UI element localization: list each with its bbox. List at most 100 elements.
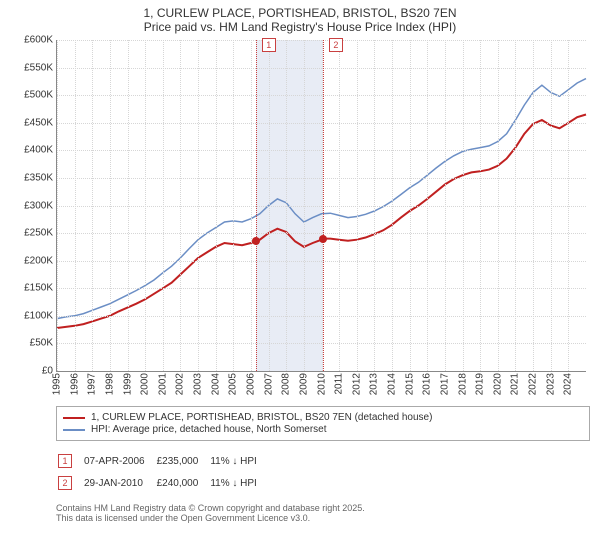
table-row: 2 29-JAN-2010 £240,000 11% ↓ HPI: [58, 473, 267, 493]
x-axis-label: 2011: [334, 373, 345, 395]
y-axis-label: £250K: [24, 228, 53, 239]
gridline-v: [233, 40, 234, 371]
x-axis-label: 2019: [475, 373, 486, 395]
sale-marker-dot: [319, 235, 327, 243]
x-axis-label: 1999: [122, 373, 133, 395]
sale-number-box: 1: [58, 454, 72, 468]
x-axis-label: 2005: [228, 373, 239, 395]
x-axis-label: 2006: [245, 373, 256, 395]
chart-area: £0£50K£100K£150K£200K£250K£300K£350K£400…: [10, 40, 590, 400]
title-subtitle: Price paid vs. HM Land Registry's House …: [10, 20, 590, 34]
x-axis-label: 2002: [175, 373, 186, 395]
gridline-v: [286, 40, 287, 371]
gridline-v: [128, 40, 129, 371]
title-address: 1, CURLEW PLACE, PORTISHEAD, BRISTOL, BS…: [10, 6, 590, 20]
gridline-v: [427, 40, 428, 371]
gridline-v: [480, 40, 481, 371]
gridline-v: [198, 40, 199, 371]
y-axis-label: £450K: [24, 117, 53, 128]
gridline-v: [57, 40, 58, 371]
sale-number-box: 2: [58, 476, 72, 490]
x-axis-label: 2024: [563, 373, 574, 395]
sale-marker-number: 1: [262, 38, 276, 52]
gridline-v: [339, 40, 340, 371]
x-axis-label: 2008: [281, 373, 292, 395]
y-axis-label: £600K: [24, 35, 53, 46]
x-axis-label: 2021: [510, 373, 521, 395]
y-axis-label: £200K: [24, 255, 53, 266]
gridline-v: [568, 40, 569, 371]
x-axis-label: 1998: [104, 373, 115, 395]
gridline-v: [463, 40, 464, 371]
sale-marker-dot: [252, 237, 260, 245]
sale-price: £235,000: [157, 451, 209, 471]
plot-region: £0£50K£100K£150K£200K£250K£300K£350K£400…: [56, 40, 586, 372]
footer: Contains HM Land Registry data © Crown c…: [56, 503, 590, 523]
sale-marker-line: [323, 40, 324, 371]
y-axis-label: £350K: [24, 172, 53, 183]
x-axis-label: 2001: [157, 373, 168, 395]
gridline-v: [304, 40, 305, 371]
x-axis-label: 2007: [263, 373, 274, 395]
y-axis-label: £550K: [24, 62, 53, 73]
y-axis-label: £50K: [30, 338, 53, 349]
sale-delta: 11% ↓ HPI: [210, 473, 267, 493]
x-axis-label: 2022: [528, 373, 539, 395]
x-axis-label: 2004: [210, 373, 221, 395]
legend-label-hpi: HPI: Average price, detached house, Nort…: [91, 424, 327, 435]
chart-title-block: 1, CURLEW PLACE, PORTISHEAD, BRISTOL, BS…: [0, 0, 600, 36]
legend-swatch-hpi: [63, 429, 85, 431]
x-axis-label: 1995: [52, 373, 63, 395]
legend-swatch-price-paid: [63, 417, 85, 419]
x-axis-label: 2020: [492, 373, 503, 395]
gridline-v: [445, 40, 446, 371]
footer-licence: This data is licensed under the Open Gov…: [56, 513, 590, 523]
sale-marker-number: 2: [329, 38, 343, 52]
gridline-v: [498, 40, 499, 371]
y-axis-label: £400K: [24, 145, 53, 156]
legend-label-price-paid: 1, CURLEW PLACE, PORTISHEAD, BRISTOL, BS…: [91, 412, 432, 423]
x-axis-label: 2023: [545, 373, 556, 395]
legend: 1, CURLEW PLACE, PORTISHEAD, BRISTOL, BS…: [56, 406, 590, 441]
gridline-v: [75, 40, 76, 371]
legend-row: 1, CURLEW PLACE, PORTISHEAD, BRISTOL, BS…: [63, 412, 583, 423]
x-axis-label: 2017: [439, 373, 450, 395]
footer-copyright: Contains HM Land Registry data © Crown c…: [56, 503, 590, 513]
x-axis-label: 2016: [422, 373, 433, 395]
gridline-v: [374, 40, 375, 371]
y-axis-label: £150K: [24, 283, 53, 294]
x-axis-label: 1996: [69, 373, 80, 395]
sale-delta: 11% ↓ HPI: [210, 451, 267, 471]
gridline-v: [515, 40, 516, 371]
y-axis-label: £500K: [24, 90, 53, 101]
gridline-v: [180, 40, 181, 371]
gridline-v: [392, 40, 393, 371]
gridline-v: [551, 40, 552, 371]
legend-row: HPI: Average price, detached house, Nort…: [63, 424, 583, 435]
sales-table: 1 07-APR-2006 £235,000 11% ↓ HPI 2 29-JA…: [56, 449, 269, 495]
gridline-v: [216, 40, 217, 371]
gridline-v: [92, 40, 93, 371]
gridline-v: [410, 40, 411, 371]
gridline-v: [110, 40, 111, 371]
x-axis-label: 2015: [404, 373, 415, 395]
y-axis-label: £100K: [24, 310, 53, 321]
x-axis-label: 2003: [193, 373, 204, 395]
sale-date: 07-APR-2006: [84, 451, 155, 471]
x-axis-label: 1997: [87, 373, 98, 395]
y-axis-label: £300K: [24, 200, 53, 211]
gridline-v: [251, 40, 252, 371]
x-axis-label: 2014: [387, 373, 398, 395]
gridline-v: [145, 40, 146, 371]
x-axis-label: 2012: [351, 373, 362, 395]
gridline-v: [533, 40, 534, 371]
sale-marker-line: [256, 40, 257, 371]
table-row: 1 07-APR-2006 £235,000 11% ↓ HPI: [58, 451, 267, 471]
x-axis-label: 2013: [369, 373, 380, 395]
gridline-v: [357, 40, 358, 371]
x-axis-label: 2010: [316, 373, 327, 395]
sale-price: £240,000: [157, 473, 209, 493]
x-axis-label: 2018: [457, 373, 468, 395]
gridline-v: [269, 40, 270, 371]
x-axis-label: 2009: [298, 373, 309, 395]
